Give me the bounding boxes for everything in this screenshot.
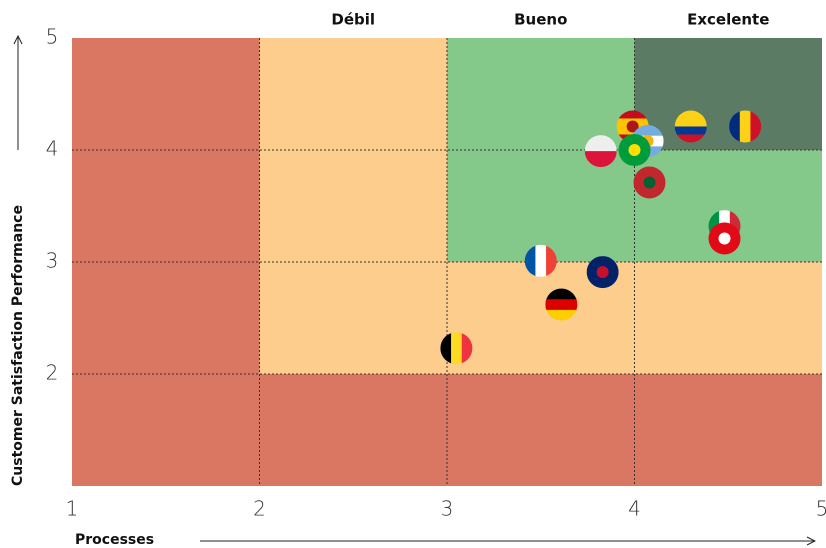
- stripe: [545, 309, 578, 321]
- flag-marker: [729, 110, 762, 143]
- stripe: [546, 244, 557, 277]
- flag-marker: [586, 256, 619, 289]
- points: [440, 110, 762, 365]
- stripe: [616, 110, 649, 119]
- grid: [72, 38, 822, 486]
- flag: [674, 110, 707, 143]
- stripe: [524, 244, 536, 277]
- flag-marker: [633, 166, 666, 199]
- x-tick-label: 5: [816, 497, 826, 521]
- flag: [633, 166, 666, 199]
- emblem: [596, 266, 609, 279]
- flag: [545, 288, 578, 321]
- x-tick-label: 2: [253, 497, 266, 521]
- stripe: [631, 125, 664, 137]
- flag: [440, 332, 473, 365]
- stripe: [461, 332, 473, 365]
- y-tick-label: 4: [46, 137, 59, 161]
- flag-marker: [524, 244, 557, 277]
- flag-marker: [584, 135, 617, 168]
- stripe: [674, 118, 707, 127]
- x-axis-label: Processes: [75, 532, 154, 548]
- y-tick-label: 3: [46, 249, 59, 273]
- stripe: [674, 110, 707, 119]
- flag-marker: [440, 332, 473, 365]
- x-tick-label: 3: [441, 497, 454, 521]
- y-tick-label: 2: [46, 361, 59, 385]
- zone: [634, 38, 822, 150]
- stripe: [584, 151, 617, 168]
- band-label: Débil: [331, 11, 375, 29]
- stripe: [584, 135, 617, 152]
- stripe: [545, 288, 578, 300]
- stripe: [729, 210, 741, 243]
- flag: [729, 110, 762, 143]
- stripe: [545, 299, 578, 311]
- flag: [524, 244, 557, 277]
- stripe: [674, 134, 707, 143]
- emblem: [628, 144, 641, 156]
- flag-marker: [674, 110, 707, 143]
- stripe: [674, 126, 707, 135]
- stripe: [750, 110, 762, 143]
- flag: [586, 256, 619, 289]
- band-label: Bueno: [514, 11, 567, 29]
- flag: [618, 134, 651, 166]
- flag-marker: [618, 134, 651, 166]
- flag-marker: [708, 222, 741, 255]
- stripe: [451, 332, 463, 365]
- emblem: [718, 232, 731, 245]
- emblem: [626, 120, 639, 133]
- emblem: [643, 176, 656, 189]
- flag-marker: [545, 288, 578, 321]
- stripe: [535, 244, 547, 277]
- stripe: [739, 110, 751, 143]
- flag: [708, 222, 741, 255]
- stripe: [708, 210, 720, 243]
- y-tick-label: 5: [46, 25, 59, 49]
- stripe: [729, 110, 741, 143]
- stripe: [440, 332, 452, 365]
- band-label: Excelente: [687, 11, 769, 29]
- x-tick-label: 1: [66, 497, 79, 521]
- x-tick-label: 4: [628, 497, 641, 521]
- flag: [584, 135, 617, 168]
- y-axis-label: Customer Satisfaction Performance: [10, 205, 26, 486]
